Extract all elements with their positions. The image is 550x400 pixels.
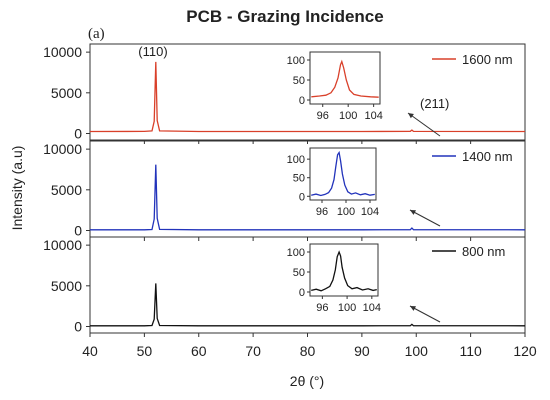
inset-x-tick-label: 96	[316, 302, 328, 314]
arrow-line	[409, 305, 441, 323]
inset: 0 50 100 96 100 104	[287, 243, 381, 314]
x-tick-label: 60	[191, 343, 207, 359]
x-tick-label: 110	[459, 343, 482, 359]
arrow-head-icon	[410, 306, 416, 311]
inset-x-tick-label: 100	[337, 206, 355, 218]
x-axis-label: 2θ (°)	[290, 373, 324, 389]
legend-label: 800 nm	[462, 244, 505, 259]
inset-y-tick-label: 100	[287, 154, 305, 166]
panel-2: 0 5000 10000 800 nm 0 50 100 96 100 104	[43, 236, 526, 337]
inset-y-tick-label: 50	[293, 173, 305, 185]
panel-1: 0 5000 10000 1400 nm 0 50 100 96 100 104	[43, 140, 526, 241]
peak-label-211: (211)	[420, 96, 449, 111]
inset-y-tick-label: 0	[299, 287, 305, 299]
inset-y-tick-label: 50	[293, 75, 305, 87]
y-tick-label: 5000	[51, 278, 82, 294]
inset-y-tick-label: 50	[293, 267, 305, 279]
panel-0: 0 5000 10000 1600 nm 0 50 100 96 100 104	[43, 43, 526, 144]
series-line	[89, 61, 526, 133]
y-tick-label: 10000	[43, 44, 82, 60]
y-tick-label: 10000	[43, 237, 82, 253]
inset-frame	[309, 243, 379, 297]
legend-label: 1600 nm	[462, 52, 513, 67]
x-tick-label: 70	[245, 343, 261, 359]
panel-label: (a)	[88, 26, 105, 42]
inset-y-tick-label: 0	[299, 191, 305, 203]
x-tick-label: 40	[82, 343, 98, 359]
y-tick-label: 0	[74, 318, 82, 334]
arrow-head-icon	[410, 210, 416, 215]
arrow-head-icon	[408, 113, 414, 119]
inset-x-tick-label: 100	[338, 302, 356, 314]
arrow-line	[407, 112, 441, 137]
x-tick-label: 50	[137, 343, 153, 359]
inset-y-tick-label: 100	[287, 247, 305, 259]
inset-series-line	[311, 150, 375, 197]
inset-x-tick-label: 96	[316, 206, 328, 218]
y-tick-label: 10000	[43, 141, 82, 157]
inset-y-tick-label: 0	[299, 95, 305, 107]
inset-series-line	[311, 59, 379, 98]
x-tick-label: 90	[354, 343, 370, 359]
inset: 0 50 100 96 100 104	[287, 147, 379, 218]
x-tick-label: 80	[300, 343, 316, 359]
inset-y-tick-label: 100	[287, 55, 305, 67]
legend-label: 1400 nm	[462, 149, 513, 164]
inset-x-tick-label: 104	[361, 206, 379, 218]
inset: 0 50 100 96 100 104	[287, 51, 383, 122]
peak-label-110: (110)	[138, 44, 167, 59]
inset-series-line	[311, 250, 377, 292]
inset-x-tick-label: 100	[339, 110, 357, 122]
arrow-line	[409, 209, 441, 227]
y-tick-label: 0	[74, 125, 82, 141]
inset-x-tick-label: 104	[363, 302, 381, 314]
series-line	[90, 283, 526, 327]
chart-title: PCB - Grazing Incidence	[186, 7, 383, 26]
y-tick-label: 0	[74, 222, 82, 238]
x-tick-label: 100	[405, 343, 429, 359]
y-tick-label: 5000	[51, 85, 82, 101]
inset-x-tick-label: 104	[364, 110, 382, 122]
y-tick-label: 5000	[51, 182, 82, 198]
y-axis-label: Intensity (a.u)	[9, 146, 25, 231]
inset-x-tick-label: 96	[317, 110, 329, 122]
x-tick-label: 120	[513, 343, 537, 359]
series-line	[90, 164, 526, 231]
